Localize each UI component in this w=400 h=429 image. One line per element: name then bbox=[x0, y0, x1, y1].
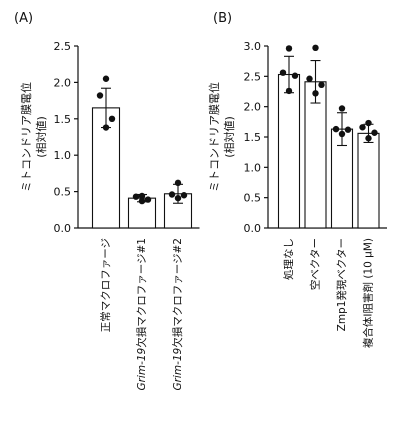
panel-b: (B) ミトコンドリア膜電位 (相対値) 0.0 0.5 1.0 1.5 2.0 2.5 3.0 処… bbox=[207, 11, 387, 348]
category-label: Grim-19欠損マクロファージ#2 bbox=[171, 238, 184, 391]
y-tick-label: 2.5 bbox=[54, 40, 72, 53]
category-label-rest: 欠損マクロファージ#1 bbox=[135, 238, 148, 348]
y-tick-label: 0.0 bbox=[54, 222, 72, 235]
data-point bbox=[332, 125, 340, 133]
y-axis-label: ミトコンドリア膜電位 bbox=[19, 82, 33, 192]
y-axis-label: (相対値) bbox=[34, 116, 48, 158]
data-point bbox=[318, 81, 325, 89]
data-point bbox=[306, 75, 313, 82]
data-point bbox=[174, 194, 182, 202]
data-point bbox=[174, 179, 182, 187]
data-point bbox=[371, 129, 378, 136]
category-label-rest: 欠損マクロファージ#2 bbox=[171, 238, 184, 348]
y-tick-label: 2.5 bbox=[244, 70, 262, 83]
data-point bbox=[344, 126, 352, 133]
data-point bbox=[338, 130, 346, 138]
category-label-italic: Grim-19 bbox=[136, 347, 148, 390]
data-point bbox=[96, 92, 104, 99]
y-tick-label: 3.0 bbox=[244, 40, 262, 53]
data-point bbox=[312, 44, 319, 52]
category-label: Grim-19欠損マクロファージ#1 bbox=[135, 238, 148, 391]
panel-label: (B) bbox=[213, 11, 232, 26]
data-point bbox=[359, 124, 366, 131]
y-axis-label: ミトコンドリア膜電位 bbox=[207, 82, 221, 192]
data-point bbox=[102, 75, 110, 82]
data-point bbox=[365, 119, 372, 127]
data-point bbox=[285, 45, 293, 52]
category-label: 空ベクター bbox=[309, 238, 322, 290]
data-point bbox=[279, 69, 287, 76]
y-tick-label: 1.0 bbox=[54, 149, 72, 162]
data-point bbox=[102, 124, 110, 131]
bar bbox=[357, 132, 380, 229]
data-point bbox=[138, 192, 146, 200]
panel-label: (A) bbox=[14, 11, 33, 26]
data-point bbox=[168, 191, 176, 198]
data-point bbox=[291, 72, 299, 79]
data-point bbox=[285, 87, 293, 95]
data-point bbox=[108, 115, 116, 123]
data-point bbox=[312, 90, 319, 97]
bar bbox=[304, 81, 327, 229]
category-label: 処理なし bbox=[282, 238, 295, 280]
y-tick-label: 1.0 bbox=[244, 161, 262, 174]
category-label: 正常マクロファージ bbox=[99, 238, 112, 332]
y-tick-label: 0.5 bbox=[54, 186, 72, 199]
y-tick-label: 1.5 bbox=[244, 131, 262, 144]
data-point bbox=[180, 192, 188, 199]
panel-a: (A) ミトコンドリア膜電位 (相対値) 0.0 0.5 1.0 1.5 2.0 2.5 正常マク… bbox=[14, 11, 200, 391]
data-point bbox=[365, 135, 372, 142]
category-label: Zmp1発現ベクター bbox=[335, 238, 348, 331]
data-point bbox=[132, 193, 140, 200]
data-point bbox=[138, 197, 146, 205]
bar bbox=[277, 73, 301, 229]
y-tick-label: 2.0 bbox=[54, 76, 72, 89]
category-label-italic: Grim-19 bbox=[172, 347, 184, 390]
data-point bbox=[144, 196, 152, 203]
category-label: 複合体I阻害剤 (10 µM) bbox=[362, 238, 375, 348]
y-tick-label: 2.0 bbox=[244, 101, 262, 114]
y-tick-label: 0.5 bbox=[244, 192, 262, 205]
y-axis-label: (相対値) bbox=[222, 116, 236, 158]
data-point bbox=[338, 105, 346, 112]
y-tick-label: 1.5 bbox=[54, 113, 72, 126]
y-tick-label: 0.0 bbox=[244, 222, 262, 235]
